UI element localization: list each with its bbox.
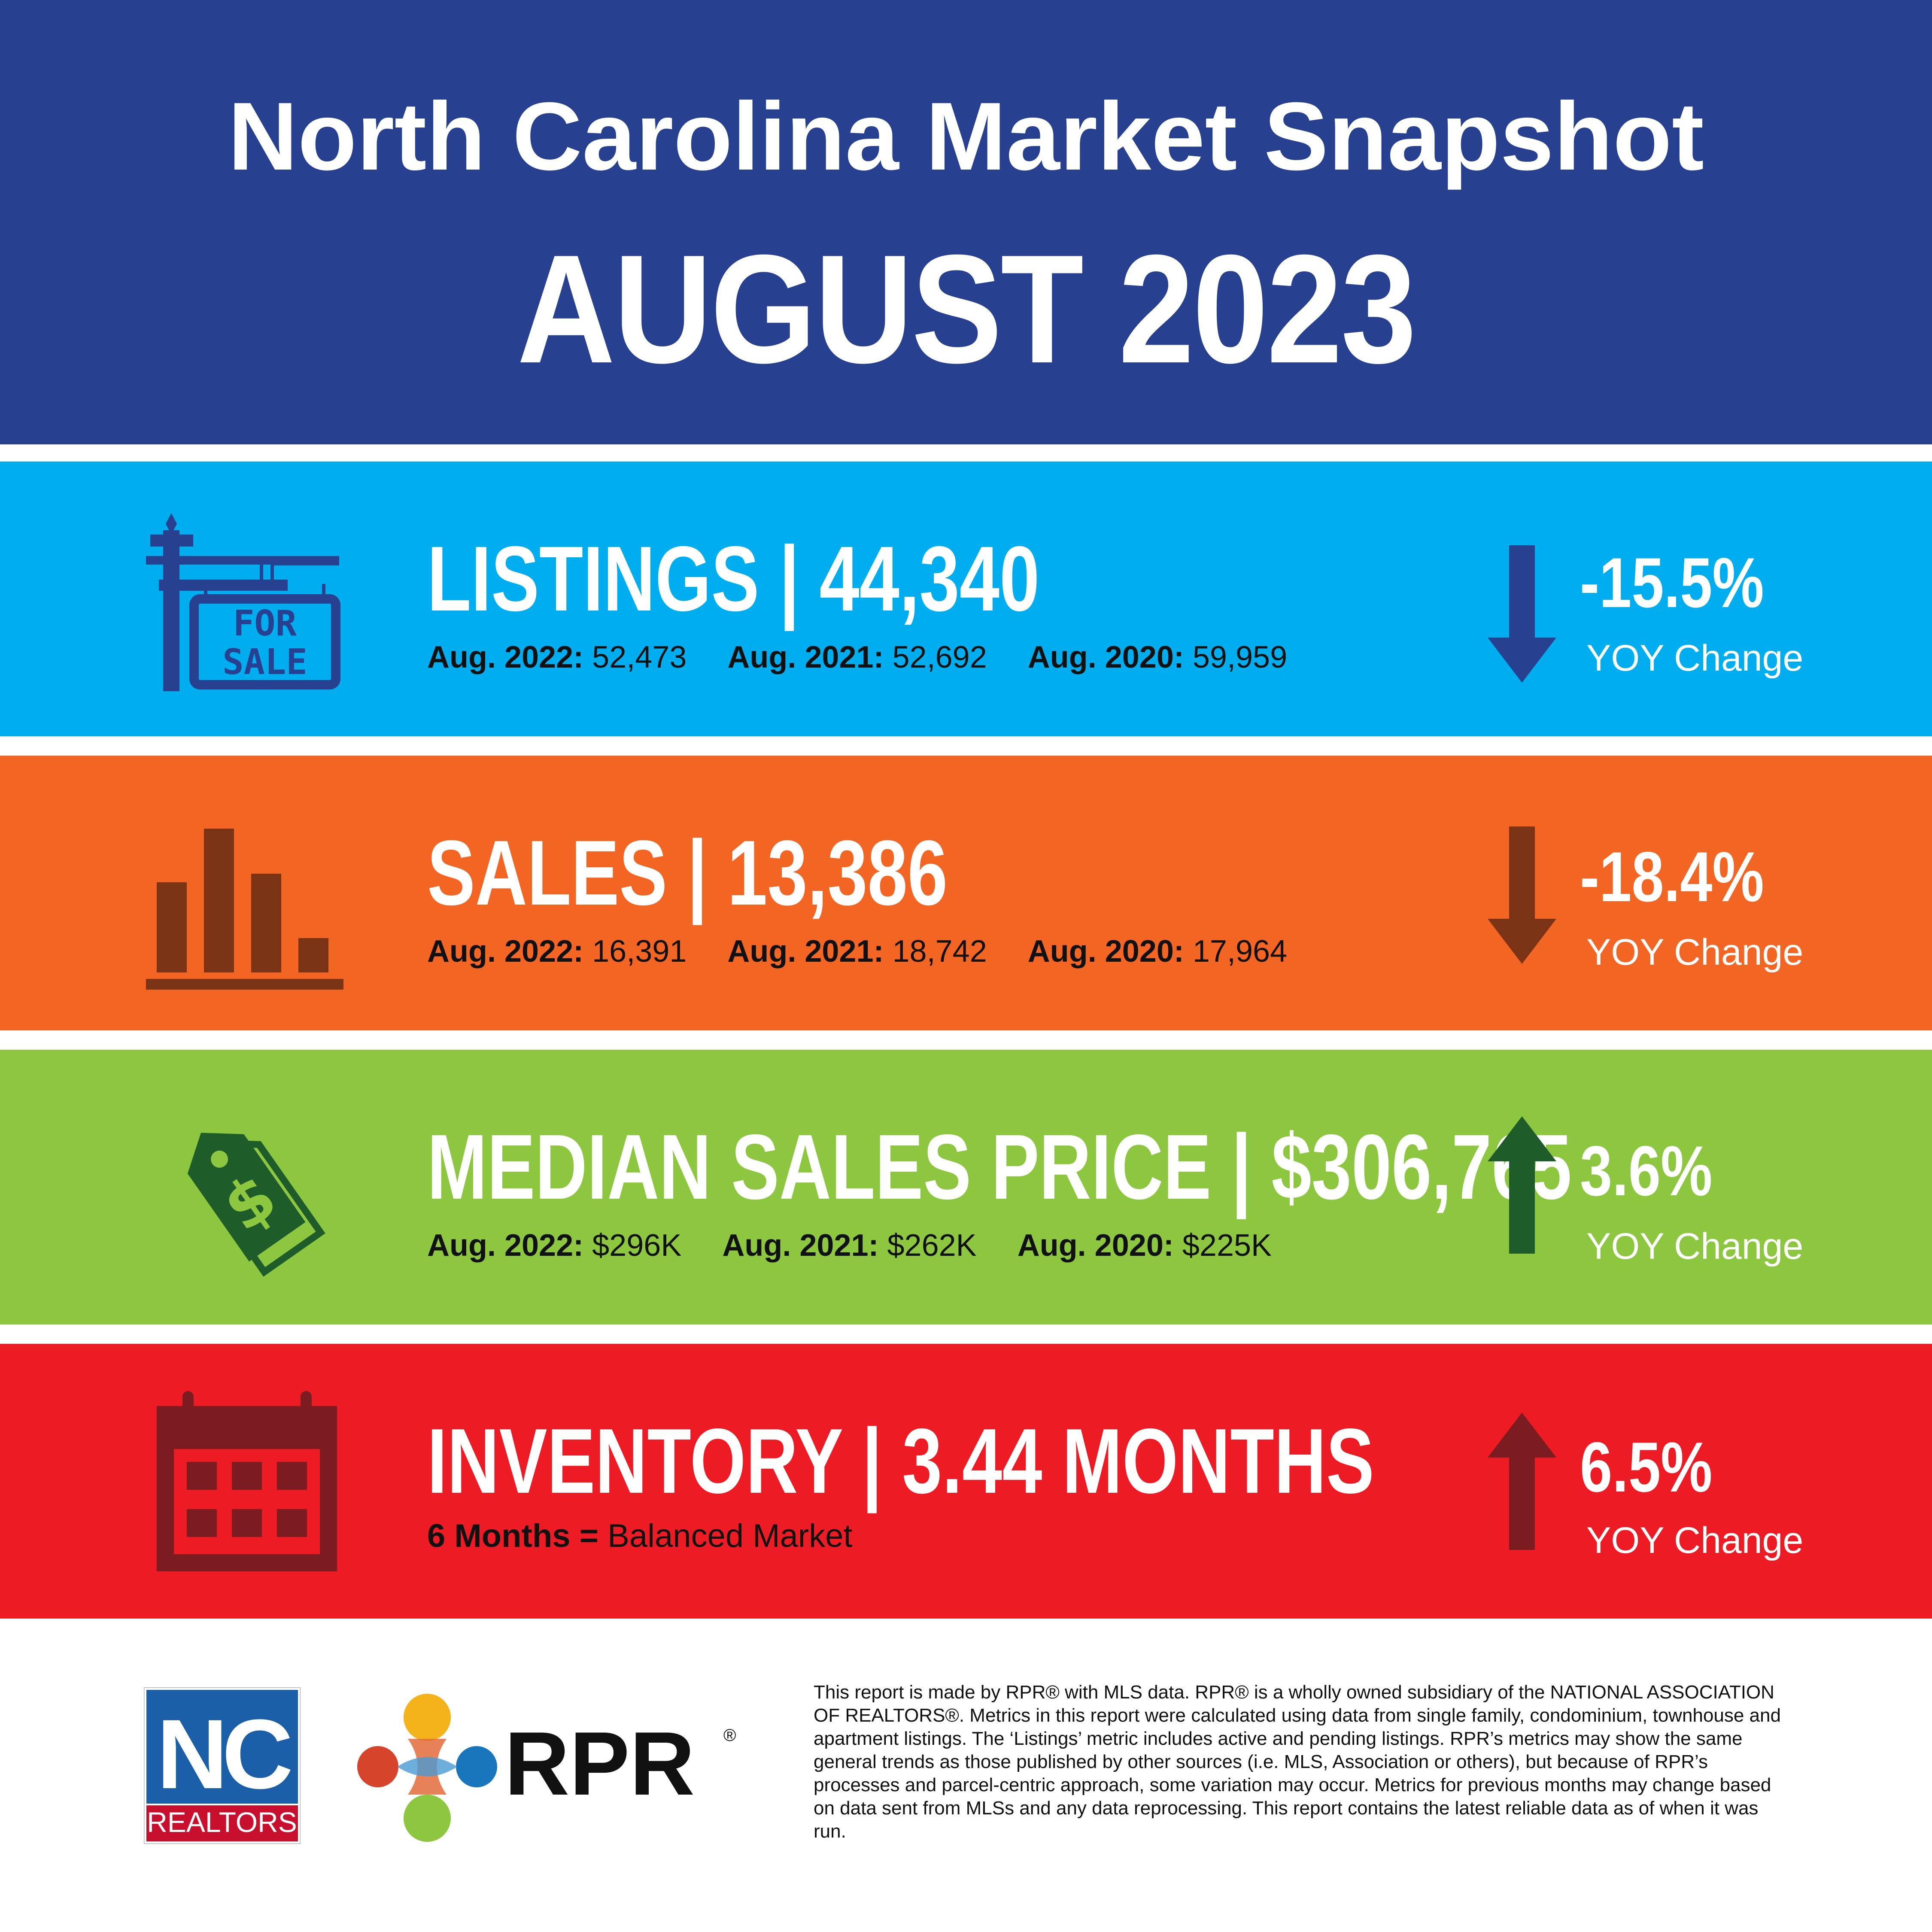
for-sale-sign-icon: FOR SALE (146, 513, 340, 691)
rpr-logo-dot-green (404, 1795, 451, 1842)
sales-band: SALES | 13,386 Aug. 2022: 16,391 Aug. 20… (0, 756, 1932, 1030)
listings-band: FOR SALE LISTINGS | 44,340 Aug. 2022: 52… (0, 462, 1932, 736)
listings-history: Aug. 2022: 52,473 Aug. 2021: 52,692 Aug.… (427, 642, 1319, 673)
median-price-change-label: YOY Change (1586, 1226, 1804, 1267)
down-arrow-icon (1488, 545, 1556, 683)
sales-metric: SALES | 13,386 (427, 821, 948, 924)
rpr-logo-dot-yellow (404, 1694, 451, 1741)
listings-history-item: Aug. 2022: 52,473 (427, 640, 687, 674)
sales-history: Aug. 2022: 16,391 Aug. 2021: 18,742 Aug.… (427, 936, 1319, 967)
listings-change: -15.5% (1580, 543, 1764, 622)
sales-history-item: Aug. 2022: 16,391 (427, 934, 687, 969)
sales-change: -18.4% (1580, 837, 1764, 916)
for-sale-sign-line1: FOR (233, 603, 297, 644)
inventory-band: INVENTORY | 3.44 MONTHS 6 Months = Balan… (0, 1344, 1932, 1619)
nc-logo-text: NC (157, 1699, 291, 1809)
inventory-note-bold: 6 Months = (427, 1518, 599, 1554)
median-price-history-item: Aug. 2020: $225K (1017, 1228, 1272, 1263)
down-arrow-icon (1488, 826, 1556, 964)
bar-chart-icon (146, 829, 343, 990)
for-sale-sign-line2: SALE (222, 642, 307, 683)
inventory-change: 6.5% (1580, 1428, 1713, 1507)
page-title: North Carolina Market Snapshot (228, 82, 1704, 190)
sales-history-item: Aug. 2021: 18,742 (727, 934, 987, 969)
rpr-logo-text: RPR (504, 1713, 695, 1814)
rpr-logo-dot-red (357, 1746, 398, 1787)
inventory-change-label: YOY Change (1586, 1520, 1804, 1561)
svg-text:®: ® (723, 1726, 736, 1745)
calendar-icon (157, 1387, 337, 1571)
listings-change-label: YOY Change (1586, 638, 1804, 679)
rpr-logo-dot-blue (456, 1746, 497, 1787)
median-price-metric: MEDIAN SALES PRICE | $306,765 (427, 1115, 1572, 1218)
realtors-logo-text: REALTORS (147, 1806, 297, 1838)
report-month: AUGUST 2023 (517, 223, 1416, 395)
median-price-history: Aug. 2022: $296K Aug. 2021: $262K Aug. 2… (427, 1230, 1304, 1261)
up-arrow-icon (1488, 1116, 1556, 1254)
inventory-note-text: Balanced Market (608, 1518, 853, 1554)
listings-history-item: Aug. 2021: 52,692 (727, 640, 987, 674)
median-price-band: $ MEDIAN SALES PRICE | $306,765 Aug. 202… (0, 1050, 1932, 1324)
nc-realtors-logo: NC REALTORS (143, 1686, 301, 1845)
disclaimer-text: This report is made by RPR® with MLS dat… (814, 1682, 1781, 1842)
price-tag-icon: $ (187, 1133, 325, 1277)
up-arrow-icon (1488, 1413, 1556, 1550)
median-price-history-item: Aug. 2022: $296K (427, 1228, 682, 1263)
listings-metric: LISTINGS | 44,340 (427, 527, 1040, 630)
listings-history-item: Aug. 2020: 59,959 (1027, 640, 1288, 674)
header-banner: North Carolina Market Snapshot AUGUST 20… (0, 0, 1932, 444)
inventory-note: 6 Months = Balanced Market (427, 1520, 852, 1552)
sales-change-label: YOY Change (1586, 932, 1804, 973)
rpr-logo: RPR ® (356, 1694, 743, 1848)
median-price-change: 3.6% (1580, 1131, 1713, 1210)
inventory-metric: INVENTORY | 3.44 MONTHS (427, 1409, 1374, 1513)
sales-history-item: Aug. 2020: 17,964 (1027, 934, 1288, 969)
median-price-history-item: Aug. 2021: $262K (722, 1228, 977, 1263)
